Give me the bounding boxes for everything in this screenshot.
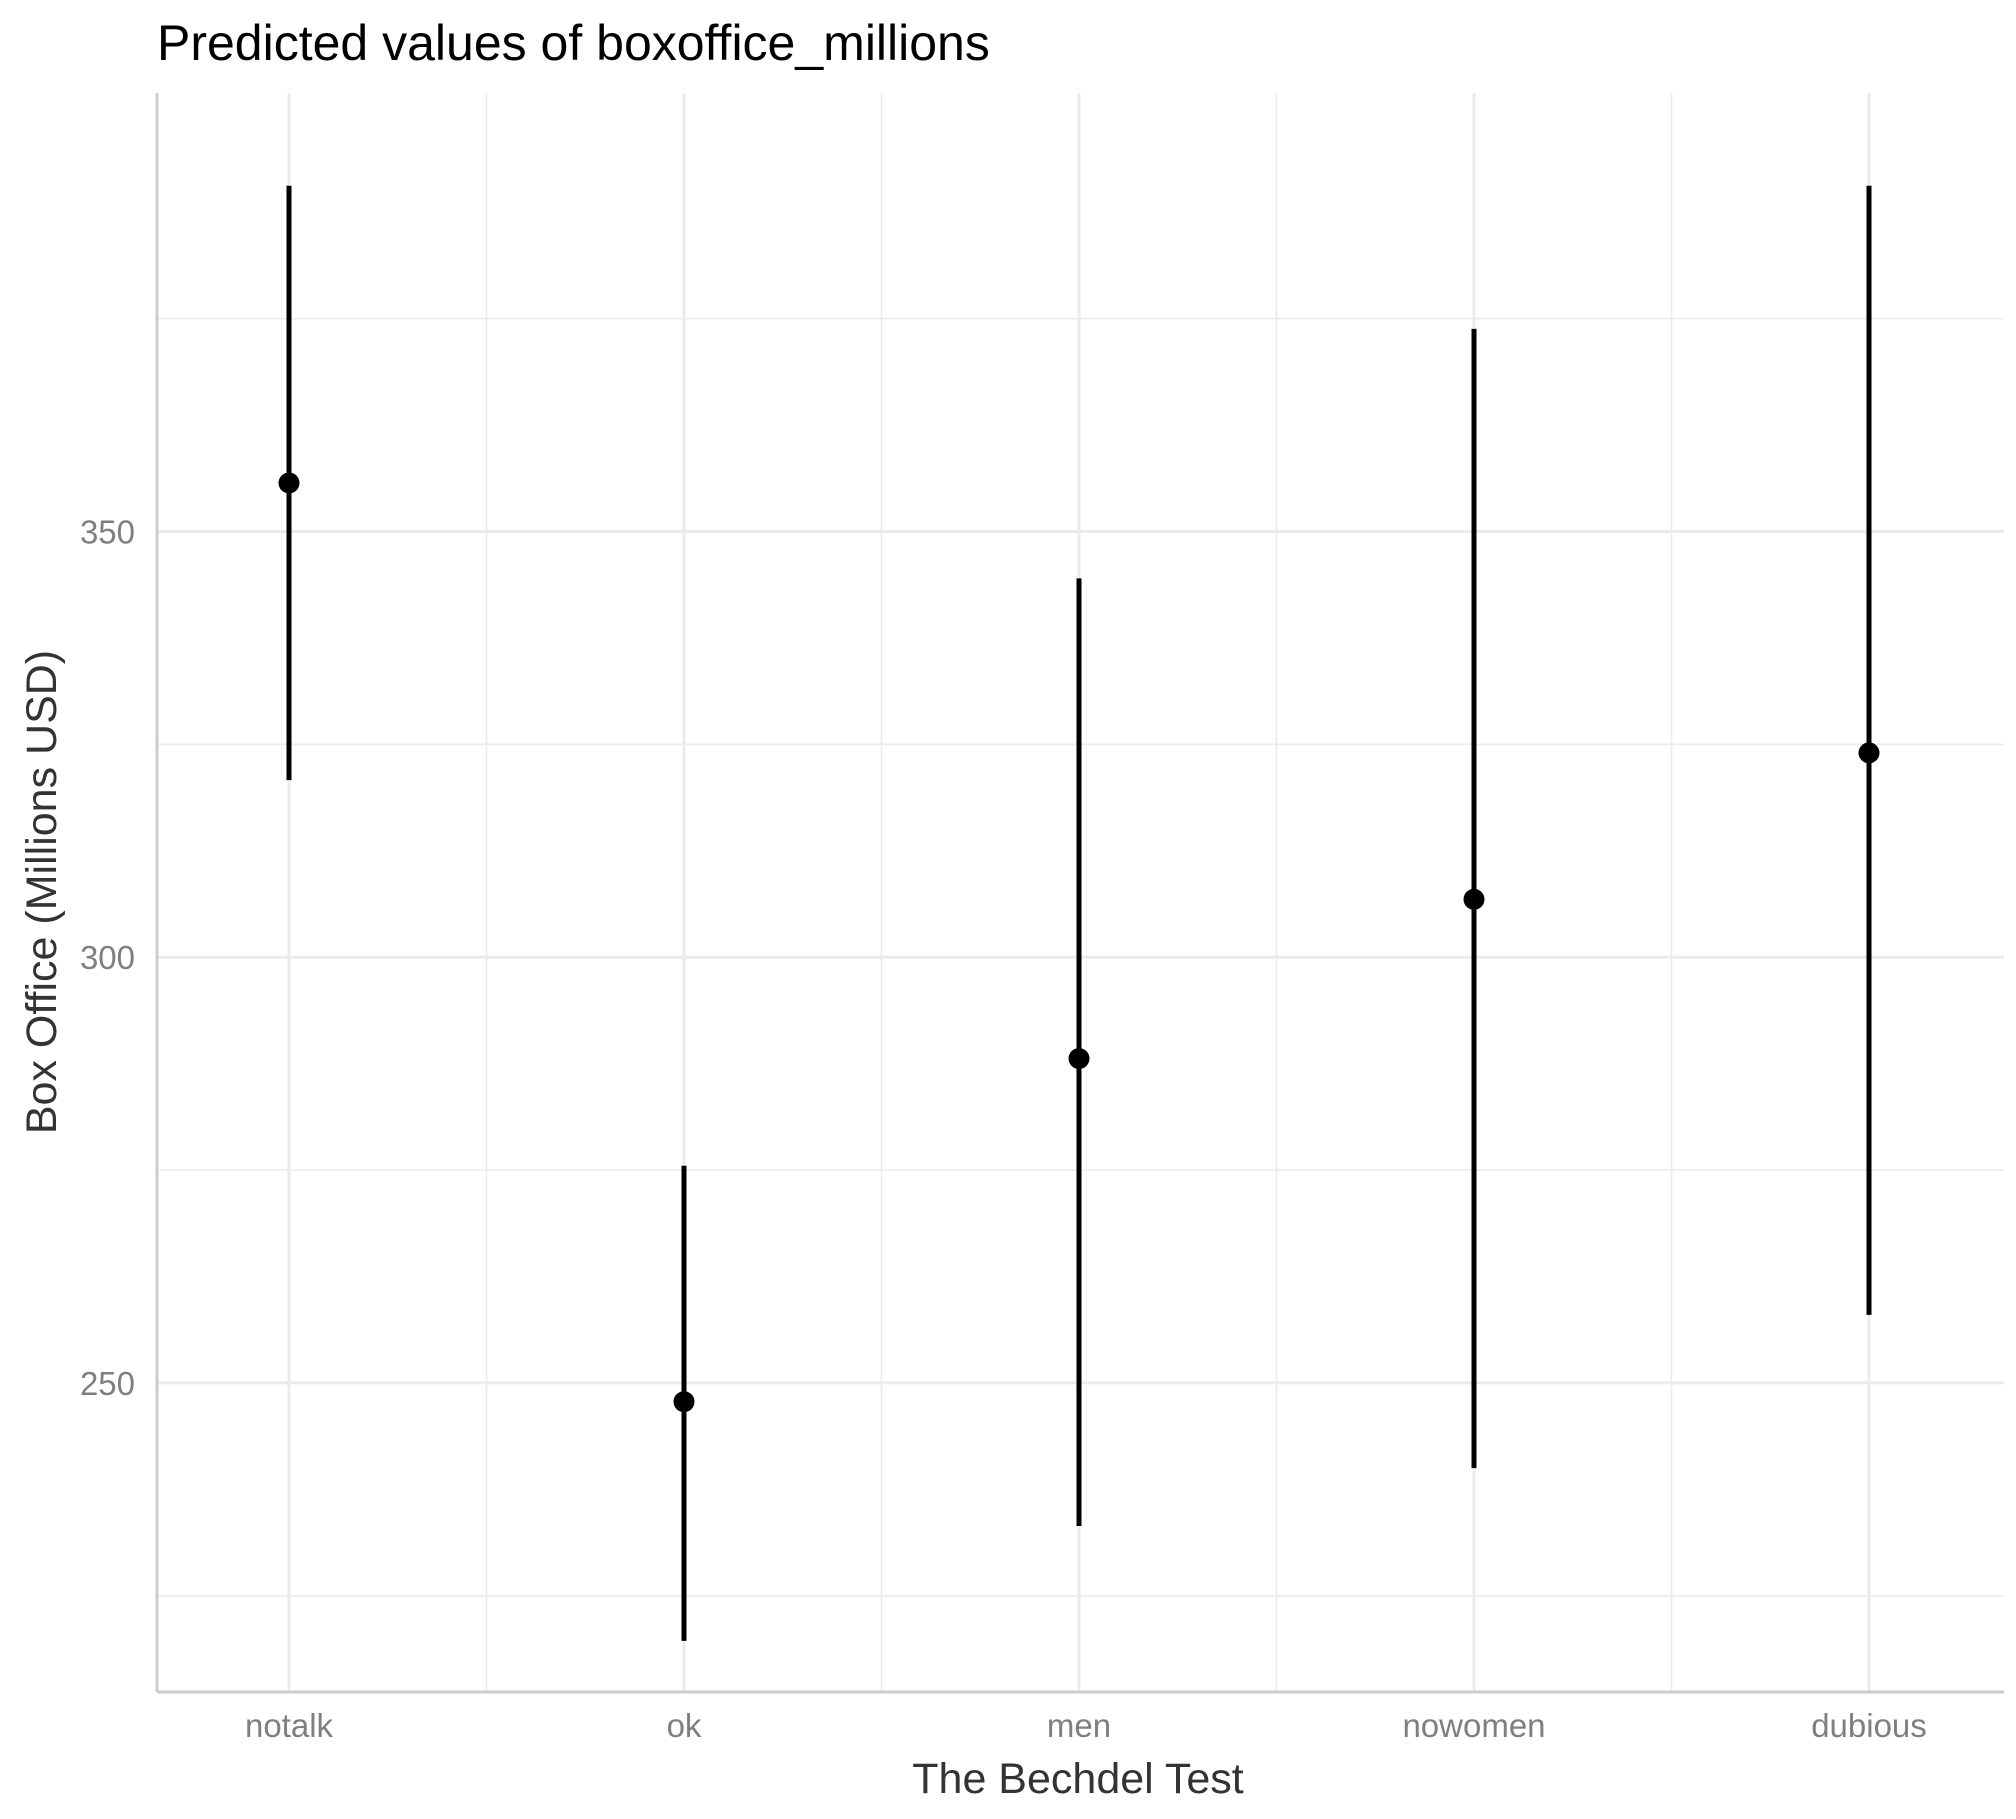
point-men: [1068, 1048, 1090, 1070]
point-nowomen: [1463, 888, 1485, 910]
y-tick-label: 300: [80, 939, 135, 976]
y-axis-title: Box Office (Millions USD): [18, 650, 66, 1134]
x-axis-title: The Bechdel Test: [912, 1755, 1244, 1803]
point-dubious: [1858, 742, 1880, 764]
y-tick-label: 250: [80, 1365, 135, 1402]
y-tick-label: 350: [80, 513, 135, 550]
point-notalk: [278, 472, 300, 494]
point-ok: [673, 1391, 695, 1413]
x-tick-label: notalk: [245, 1707, 334, 1744]
axis-layer: [155, 93, 2004, 1694]
x-tick-label: dubious: [1811, 1707, 1927, 1744]
marks-layer: [278, 185, 1880, 1641]
x-tick-label: nowomen: [1402, 1707, 1545, 1744]
x-tick-label: men: [1047, 1707, 1111, 1744]
chart-title: Predicted values of boxoffice_millions: [157, 15, 990, 71]
x-tick-label: ok: [667, 1707, 702, 1744]
ticks-layer: 250 300 350 notalk ok men nowomen dubious: [80, 513, 1927, 1744]
